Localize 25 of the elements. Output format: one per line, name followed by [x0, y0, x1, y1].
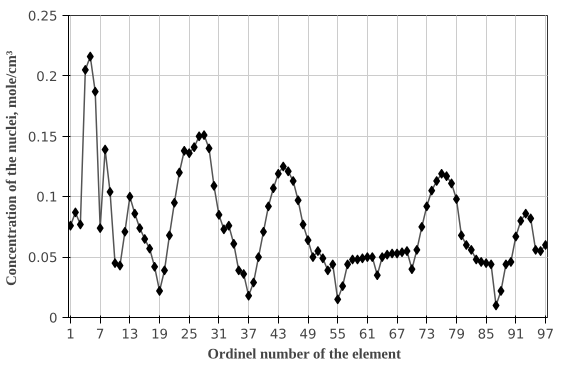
- y-tick-label: 0.1: [36, 190, 58, 206]
- x-tick-label: 85: [478, 328, 495, 342]
- x-tick-label: 25: [180, 328, 198, 342]
- x-tick-label: 97: [537, 328, 554, 342]
- x-tick-label: 1: [66, 328, 75, 342]
- x-tick-label: 13: [121, 328, 138, 342]
- y-tick-label: 0.15: [28, 130, 58, 146]
- x-axis-title: Ordinel number of the element: [207, 346, 402, 362]
- x-tick-label: 91: [507, 328, 524, 342]
- x-tick-label: 79: [448, 328, 465, 342]
- y-tick-label: 0.05: [28, 251, 58, 266]
- y-tick-label: 0: [49, 312, 58, 326]
- x-tick-label: 61: [358, 328, 376, 342]
- y-axis-title: Concentration of the nuclei, mole/cm³: [4, 50, 20, 286]
- y-tick-label: 0.25: [28, 10, 58, 24]
- x-tick-label: 55: [329, 328, 346, 342]
- x-tick-label: 49: [300, 328, 316, 342]
- x-tick-label: 19: [151, 328, 168, 342]
- x-tick-label: 43: [270, 328, 287, 342]
- x-tick-label: 73: [418, 328, 436, 342]
- x-tick-label: 7: [96, 328, 104, 342]
- y-tick-label: 0.2: [36, 70, 58, 85]
- x-tick-label: 67: [388, 328, 406, 342]
- x-tick-label: 31: [210, 328, 228, 342]
- x-tick-label: 37: [240, 328, 258, 342]
